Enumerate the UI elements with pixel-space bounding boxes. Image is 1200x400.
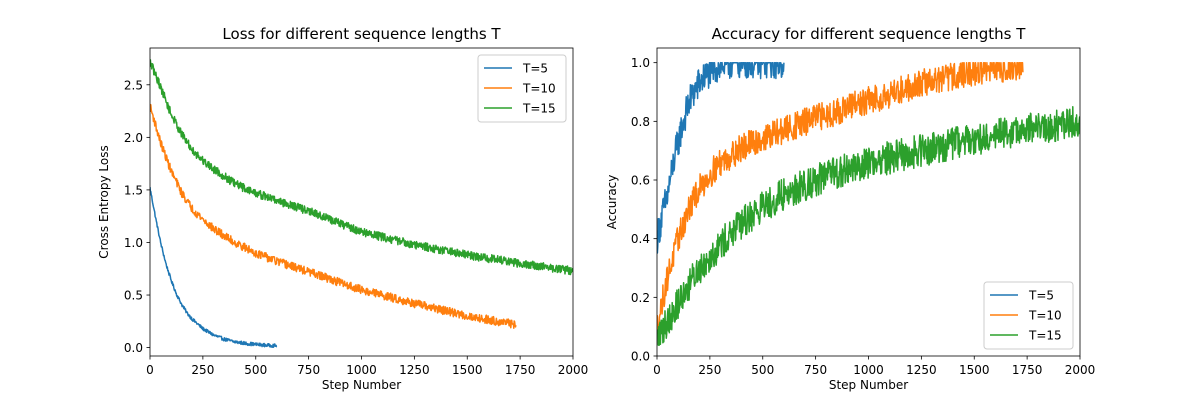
accuracy-x-tick-label: 1750 — [1012, 363, 1043, 377]
loss-series-line-t5 — [150, 187, 278, 348]
loss-y-tick-label: 1.0 — [124, 236, 143, 250]
loss-x-tick-label: 1000 — [346, 363, 377, 377]
loss-x-tick-label: 500 — [244, 363, 267, 377]
loss-chart: 0 250 500 750 1000 1250 1500 1750 2000 0.0 0.5 1.0 1… — [97, 25, 588, 392]
loss-y-tick-label: 2.0 — [124, 131, 143, 145]
loss-legend-label: T=5 — [522, 62, 548, 76]
accuracy-y-tick-label: 0.8 — [631, 115, 650, 129]
accuracy-x-tick-label: 1000 — [853, 363, 884, 377]
accuracy-chart: 0 250 500 750 1000 1250 1500 1750 2000 0.0 0.2 0.4 0… — [605, 25, 1095, 392]
accuracy-y-tick-label: 0.4 — [631, 232, 650, 246]
accuracy-y-tick-label: 0.0 — [631, 350, 650, 364]
accuracy-x-tick-label: 250 — [698, 363, 721, 377]
accuracy-chart-title: Accuracy for different sequence lengths … — [712, 25, 1027, 43]
loss-legend-box — [477, 54, 567, 123]
loss-y-tick-label: 0.0 — [124, 341, 143, 355]
loss-legend-label: T=10 — [522, 82, 556, 96]
loss-x-tick-label: 250 — [191, 363, 214, 377]
accuracy-x-tick-label: 1500 — [959, 363, 990, 377]
accuracy-legend: T=5 T=10 T=15 — [983, 281, 1074, 350]
loss-x-tick-label: 750 — [297, 363, 320, 377]
accuracy-y-tick-label: 0.2 — [631, 291, 650, 305]
loss-legend-label: T=15 — [522, 102, 556, 116]
accuracy-series-line-t10 — [657, 61, 1024, 334]
accuracy-x-tick-label: 750 — [804, 363, 827, 377]
accuracy-x-tick-label: 500 — [751, 363, 774, 377]
accuracy-x-tick-label: 1250 — [906, 363, 937, 377]
accuracy-legend-label: T=5 — [1028, 289, 1054, 303]
loss-y-tick-label: 2.5 — [124, 78, 143, 92]
loss-y-tick-label: 0.5 — [124, 289, 143, 303]
loss-legend: T=5 T=10 T=15 — [477, 54, 567, 123]
loss-y-tick-label: 1.5 — [124, 183, 143, 197]
loss-x-tick-label: 1750 — [505, 363, 536, 377]
accuracy-x-axis-label: Step Number — [829, 378, 908, 392]
accuracy-legend-box — [983, 281, 1074, 350]
loss-x-tick-label: 2000 — [558, 363, 589, 377]
loss-series-line-t15 — [150, 59, 573, 276]
accuracy-series-line-t5 — [657, 61, 785, 254]
loss-chart-title: Loss for different sequence lengths T — [222, 25, 501, 43]
accuracy-y-axis-label: Accuracy — [605, 175, 619, 230]
loss-x-tick-label: 1250 — [399, 363, 430, 377]
accuracy-legend-label: T=10 — [1028, 309, 1062, 323]
accuracy-x-tick-label: 2000 — [1065, 363, 1096, 377]
accuracy-legend-label: T=15 — [1028, 329, 1062, 343]
loss-x-axis-label: Step Number — [322, 378, 401, 392]
loss-y-axis-label: Cross Entropy Loss — [97, 145, 111, 258]
accuracy-y-tick-label: 0.6 — [631, 174, 650, 188]
accuracy-y-tick-label: 1.0 — [631, 56, 650, 70]
loss-x-tick-label: 1500 — [452, 363, 483, 377]
accuracy-series-line-t15 — [657, 105, 1080, 347]
loss-x-tick-label: 0 — [146, 363, 154, 377]
loss-series-line-t10 — [150, 103, 517, 329]
accuracy-x-tick-label: 0 — [653, 363, 661, 377]
